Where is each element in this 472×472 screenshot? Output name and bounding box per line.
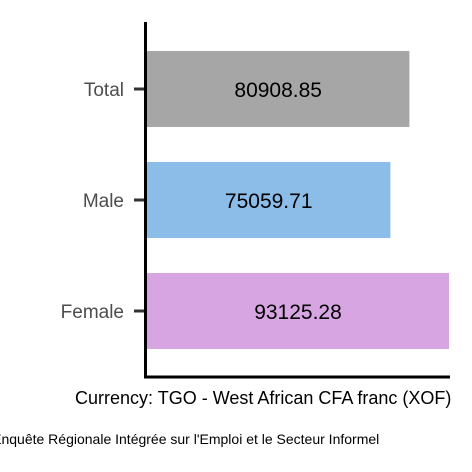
bar-male: [147, 162, 391, 238]
y-tick-label-female: Female: [61, 302, 124, 323]
data-label-female: 93125.28: [254, 301, 342, 324]
y-axis-ticks: Total Male Female: [61, 80, 145, 323]
bar-total: [147, 51, 410, 127]
bar-female: [147, 273, 449, 349]
bars-layer: [147, 51, 449, 349]
chart-caption: Source: Enquête Régionale Intégrée sur l…: [0, 431, 379, 447]
x-axis-title: Currency: TGO - West African CFA franc (…: [75, 388, 451, 408]
data-labels-layer: 80908.85 75059.71 93125.28: [225, 79, 342, 324]
y-tick-label-total: Total: [84, 80, 124, 101]
data-label-total: 80908.85: [234, 79, 322, 102]
data-label-male: 75059.71: [225, 190, 313, 213]
y-tick-label-male: Male: [83, 191, 124, 212]
